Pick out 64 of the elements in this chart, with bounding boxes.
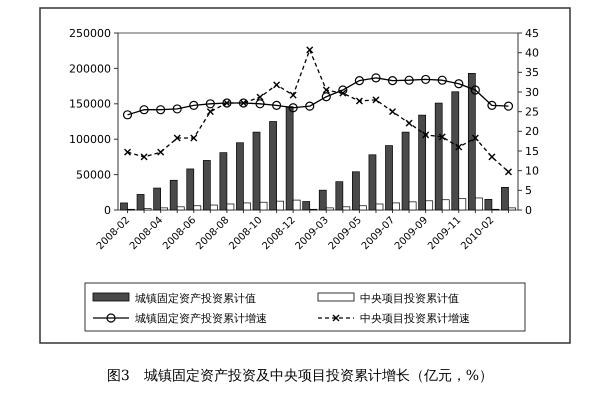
point: [454, 79, 464, 88]
y2-tick-label: 0: [525, 204, 532, 217]
point: [504, 168, 512, 176]
point: [472, 134, 480, 142]
point: [189, 100, 198, 110]
legend-label: 城镇固定资产投资累计增速: [134, 312, 267, 325]
point: [139, 105, 149, 114]
point: [156, 148, 164, 156]
point: [156, 105, 166, 114]
point: [372, 96, 380, 104]
y2-tick-label: 5: [525, 184, 532, 198]
point: [470, 85, 480, 95]
y2-tick-label: 10: [525, 164, 539, 178]
legend-label: 中央项目投资累计值: [360, 292, 459, 305]
point: [140, 153, 148, 161]
y2-tick-label: 40: [525, 46, 539, 60]
point: [256, 93, 264, 101]
point: [488, 153, 496, 161]
y-tick-label: 100000: [69, 133, 111, 146]
y2-tick-label: 25: [525, 106, 539, 119]
point: [487, 100, 497, 110]
y2-tick-label: 15: [525, 144, 539, 158]
point: [338, 85, 348, 95]
legend-label: 城镇固定资产投资累计值: [134, 292, 256, 305]
y2-tick-label: 20: [525, 125, 539, 138]
y-tick-label: 200000: [69, 62, 111, 76]
point: [124, 148, 132, 156]
point: [438, 133, 446, 141]
point: [190, 134, 198, 142]
point: [356, 97, 364, 105]
point: [371, 73, 381, 82]
point: [288, 103, 298, 112]
point: [405, 119, 413, 127]
point: [255, 99, 265, 108]
point: [388, 108, 396, 116]
y2-tick-label: 35: [525, 66, 539, 80]
legend-label: 中央项目投资累计增速: [360, 312, 470, 325]
point: [206, 99, 215, 108]
point: [504, 102, 514, 111]
y-tick-label: 250000: [69, 26, 111, 40]
point: [404, 76, 414, 85]
point: [306, 46, 314, 54]
point: [322, 86, 330, 94]
point: [421, 74, 430, 84]
point: [388, 76, 398, 86]
y-tick-label: 50000: [76, 168, 111, 182]
point: [122, 110, 132, 120]
text: 图3 城镇固定资产投资及中央项目投资累计增长（亿元，%）: [106, 368, 494, 384]
point: [174, 134, 181, 142]
point: [422, 131, 430, 139]
point: [455, 143, 462, 151]
point: [322, 92, 331, 102]
y-tick-label: 150000: [69, 98, 111, 111]
point: [339, 89, 347, 97]
y2-tick-label: 45: [525, 26, 539, 40]
y2-tick-label: 30: [525, 86, 539, 99]
point: [172, 104, 182, 114]
y-tick-label: 0: [104, 204, 111, 217]
point: [272, 81, 280, 89]
point: [354, 76, 364, 86]
point: [206, 108, 214, 116]
point: [305, 102, 314, 111]
point: [438, 76, 447, 85]
point: [272, 100, 282, 110]
